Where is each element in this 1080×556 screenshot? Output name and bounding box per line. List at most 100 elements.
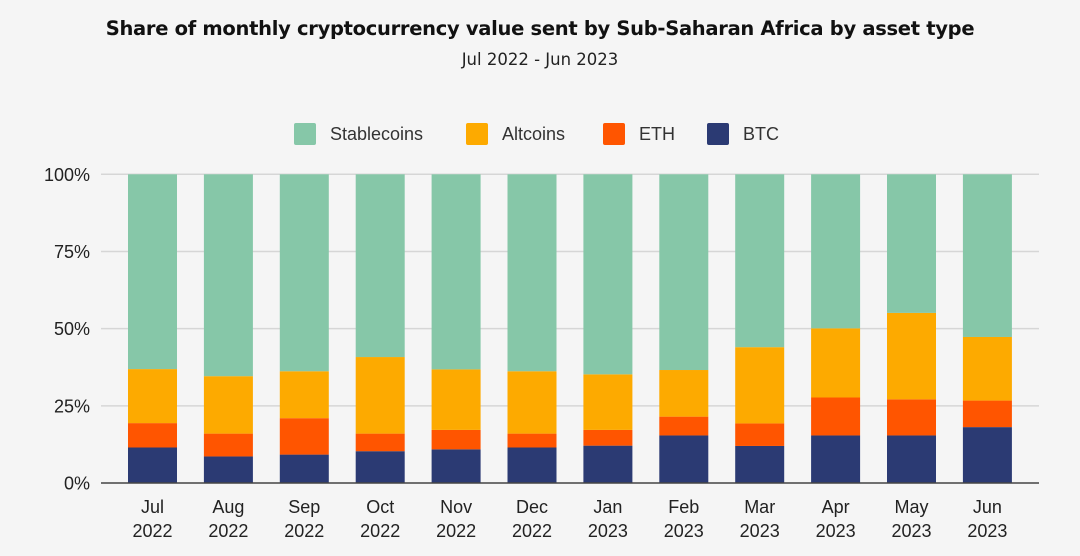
- x-tick-label-month: May: [894, 497, 928, 517]
- bar-group: [735, 174, 785, 483]
- bar-segment-btc: [887, 435, 936, 483]
- bar-segment-btc: [431, 449, 481, 483]
- bar-segment-stablecoins: [583, 174, 633, 375]
- y-tick-label: 75%: [54, 242, 90, 262]
- legend-item-eth: ETH: [603, 121, 675, 147]
- x-tick-label-month: Nov: [440, 497, 472, 517]
- bar-segment-eth: [583, 429, 633, 446]
- bar-segment-stablecoins: [355, 174, 405, 358]
- bar-segment-altcoins: [887, 312, 936, 400]
- bar-segment-eth: [431, 429, 481, 450]
- bar-segment-eth: [507, 433, 557, 448]
- bar-segment-altcoins: [659, 370, 709, 417]
- legend-label: BTC: [743, 123, 779, 144]
- bar-group: [203, 174, 253, 483]
- x-tick-label-year: 2023: [891, 521, 931, 541]
- bar-segment-stablecoins: [887, 174, 936, 313]
- legend-swatch: [603, 123, 625, 145]
- y-tick-label: 0%: [64, 474, 90, 494]
- x-tick-label-year: 2022: [132, 521, 172, 541]
- bar-segment-btc: [279, 454, 329, 483]
- bar-group: [659, 174, 709, 483]
- bar-segment-altcoins: [811, 328, 861, 398]
- legend-label: ETH: [639, 123, 675, 144]
- bar-group: [962, 174, 1012, 483]
- bar-segment-btc: [203, 456, 253, 483]
- bar-segment-altcoins: [583, 374, 633, 430]
- legend-swatch: [294, 123, 316, 145]
- bar-group: [279, 174, 329, 483]
- x-tick-label-year: 2022: [360, 521, 400, 541]
- bar-segment-btc: [583, 445, 633, 483]
- bar-segment-eth: [659, 416, 709, 436]
- x-tick-label-month: Oct: [366, 497, 394, 517]
- chart-title: Share of monthly cryptocurrency value se…: [105, 17, 975, 40]
- bar-group: [355, 174, 405, 483]
- x-tick-label-month: Jun: [973, 497, 1002, 517]
- bar-segment-stablecoins: [962, 174, 1012, 337]
- bar-segment-altcoins: [355, 357, 405, 434]
- chart-subtitle: Jul 2022 - Jun 2023: [461, 50, 619, 69]
- x-tick-label-year: 2022: [436, 521, 476, 541]
- x-tick-label-month: Feb: [668, 497, 699, 517]
- bar-segment-eth: [203, 433, 253, 457]
- bar-segment-altcoins: [962, 336, 1012, 401]
- bar-segment-stablecoins: [128, 174, 177, 370]
- bar-segment-stablecoins: [431, 174, 481, 370]
- legend-item-stablecoins: Stablecoins: [294, 121, 423, 147]
- x-tick-label-month: Jul: [141, 497, 164, 517]
- bar-segment-altcoins: [203, 376, 253, 434]
- legend-swatch: [707, 123, 729, 145]
- bar-group: [128, 174, 177, 483]
- bar-segment-btc: [507, 447, 557, 483]
- bar-segment-altcoins: [735, 347, 785, 424]
- y-tick-label: 50%: [54, 319, 90, 339]
- bar-segment-btc: [355, 451, 405, 483]
- bar-segment-stablecoins: [203, 174, 253, 377]
- bar-segment-eth: [355, 433, 405, 452]
- x-tick-label-year: 2022: [208, 521, 248, 541]
- legend-item-altcoins: Altcoins: [466, 121, 565, 147]
- bar-segment-altcoins: [431, 369, 481, 430]
- bar-segment-stablecoins: [735, 174, 785, 348]
- legend-label: Altcoins: [502, 123, 566, 144]
- x-tick-label-month: Dec: [516, 497, 548, 517]
- legend-label: Stablecoins: [330, 123, 424, 144]
- bar-segment-stablecoins: [507, 174, 557, 372]
- legend-item-btc: BTC: [707, 121, 779, 147]
- y-tick-label: 25%: [54, 396, 90, 416]
- x-tick-label-year: 2023: [664, 521, 704, 541]
- legend-swatch: [466, 123, 488, 145]
- bar-segment-btc: [811, 435, 861, 483]
- bar-segment-eth: [811, 397, 861, 436]
- x-tick-label-year: 2023: [816, 521, 856, 541]
- x-tick-label-month: Apr: [822, 497, 850, 517]
- x-tick-label-year: 2022: [284, 521, 324, 541]
- bar-segment-eth: [735, 423, 785, 446]
- bar-group: [507, 174, 557, 483]
- bar-segment-btc: [962, 427, 1012, 483]
- bar-group: [887, 174, 936, 483]
- bar-segment-altcoins: [507, 371, 557, 434]
- bar-segment-eth: [962, 400, 1012, 428]
- chart-legend: Stablecoins Altcoins ETH BTC: [0, 121, 1080, 147]
- x-tick-label-month: Jan: [593, 497, 622, 517]
- bar-segment-stablecoins: [659, 174, 709, 371]
- bar-segment-btc: [128, 447, 177, 483]
- x-tick-label-month: Sep: [288, 497, 320, 517]
- x-tick-label-year: 2023: [588, 521, 628, 541]
- bar-segment-stablecoins: [279, 174, 329, 372]
- x-tick-label-year: 2023: [967, 521, 1007, 541]
- bar-group: [811, 174, 861, 483]
- bar-segment-btc: [659, 435, 709, 483]
- bar-segment-altcoins: [128, 369, 177, 424]
- x-tick-label-year: 2023: [740, 521, 780, 541]
- y-tick-label: 100%: [44, 165, 90, 185]
- x-tick-label-month: Aug: [212, 497, 244, 517]
- x-tick-label-month: Mar: [744, 497, 775, 517]
- x-tick-label-year: 2022: [512, 521, 552, 541]
- bar-segment-stablecoins: [811, 174, 861, 329]
- bar-segment-eth: [279, 418, 329, 455]
- bar-group: [431, 174, 481, 483]
